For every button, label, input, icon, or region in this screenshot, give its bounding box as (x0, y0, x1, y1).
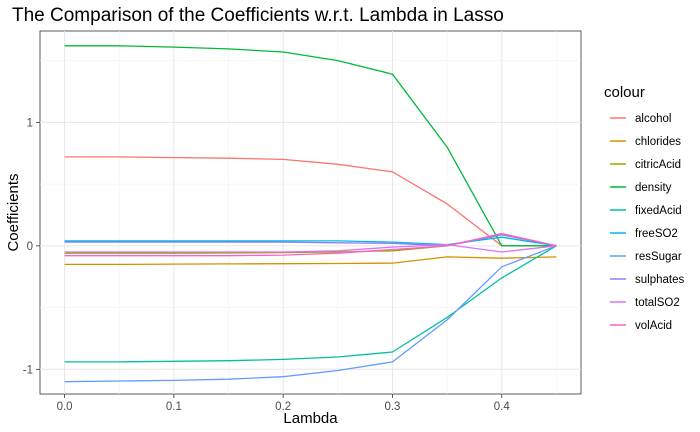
y-tick-label: -1 (23, 364, 33, 376)
y-axis-title: Coefficients (5, 173, 22, 251)
x-tick-label: 0.0 (57, 401, 73, 413)
series-line-fixedAcid (64, 245, 557, 363)
legend-label-totalSO2: totalSO2 (635, 297, 680, 309)
x-tick-label: 0.3 (384, 401, 400, 413)
legend-label-density: density (635, 182, 672, 194)
chart-title: The Comparison of the Coefficients w.r.t… (12, 5, 504, 26)
legend-label-freeSO2: freeSO2 (635, 228, 678, 240)
legend-label-sulphates: sulphates (635, 274, 684, 286)
legend-label-citricAcid: citricAcid (635, 159, 681, 171)
series-line-density (64, 45, 557, 247)
legend-label-resSugar: resSugar (635, 251, 682, 263)
legend-label-fixedAcid: fixedAcid (635, 205, 682, 217)
y-tick-label: 0 (27, 241, 33, 253)
legend-title: colour (604, 84, 645, 101)
series-line-resSugar (64, 245, 557, 383)
series-line-alcohol (64, 156, 557, 247)
legend-items: alcohol chlorides citricAcid density fixedAc… (610, 113, 684, 332)
axis-layer: 0.0 0.1 0.2 0.3 0.4 -1 0 1 (23, 117, 511, 413)
x-tick-label: 0.4 (494, 401, 511, 413)
x-axis-title: Lambda (283, 410, 338, 427)
grid-layer (40, 31, 581, 394)
y-tick-label: 1 (27, 117, 33, 129)
legend-label-volAcid: volAcid (635, 320, 672, 332)
legend-label-chlorides: chlorides (635, 136, 681, 148)
series-line-totalSO2 (64, 243, 557, 253)
legend-label-alcohol: alcohol (635, 113, 671, 125)
series-line-chlorides (64, 256, 557, 266)
x-tick-label: 0.2 (275, 401, 291, 413)
plot-panel (39, 30, 582, 395)
series-layer (64, 45, 557, 383)
legend: colour alcohol chlorides citricAcid density… (604, 84, 684, 332)
series-line-volAcid (64, 232, 557, 257)
x-tick-label: 0.1 (166, 401, 182, 413)
